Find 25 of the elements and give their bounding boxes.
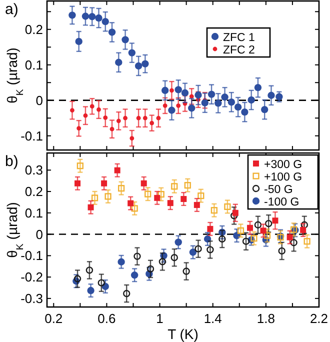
y-tick-label: -0.2 xyxy=(20,270,43,285)
y-tick-label: -0.1 xyxy=(20,128,43,144)
legend-label: ZFC 2 xyxy=(223,44,255,56)
legend-label: +300 G xyxy=(264,159,302,171)
y-tick-label: 0.2 xyxy=(24,184,43,199)
x-tick-label: 0.6 xyxy=(98,311,116,326)
y-tick-label: -0.3 xyxy=(20,290,43,306)
y-tick-label: 0.1 xyxy=(24,57,43,72)
x-tick-label: 1.4 xyxy=(204,311,222,326)
legend-label: -100 G xyxy=(264,196,300,208)
y-tick-label: 0 xyxy=(36,226,43,242)
chart-title: b) xyxy=(5,153,18,170)
x-tick-label: 1.8 xyxy=(256,311,275,326)
x-axis-title: T (K) xyxy=(168,326,198,342)
legend-label: +100 G xyxy=(264,172,302,184)
y-tick-label: -0.1 xyxy=(20,248,43,264)
y-tick-label: 0.1 xyxy=(24,205,43,220)
chart-title: a) xyxy=(5,1,18,18)
y-tick-label: 0 xyxy=(36,92,43,108)
legend-label: ZFC 1 xyxy=(223,32,255,44)
x-tick-label: 1 xyxy=(156,311,164,326)
x-tick-label: 2.2 xyxy=(310,311,328,326)
y-tick-label: 0.2 xyxy=(24,22,43,37)
y-tick-label: 0.3 xyxy=(24,162,43,178)
legend-label: -50 G xyxy=(264,184,293,196)
